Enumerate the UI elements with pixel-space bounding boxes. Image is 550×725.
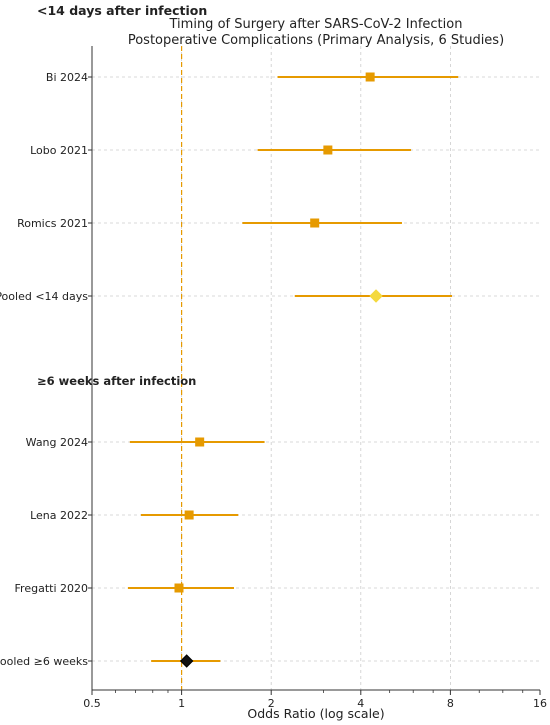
row-label: Bi 2024 xyxy=(46,71,88,84)
chart-title-line1: Timing of Surgery after SARS-CoV-2 Infec… xyxy=(169,17,463,32)
row-label: Romics 2021 xyxy=(17,217,88,230)
group-heading-ge6: ≥6 weeks after infection xyxy=(37,374,196,388)
study-estimate-square xyxy=(365,72,375,82)
row-label: Wang 2024 xyxy=(26,436,88,449)
study-estimate-square xyxy=(174,583,184,593)
row-label: Lena 2022 xyxy=(30,509,88,522)
chart-title-line2: Postoperative Complications (Primary Ana… xyxy=(128,33,504,48)
study-estimate-square xyxy=(323,145,333,155)
row-label: Fregatti 2020 xyxy=(15,582,88,595)
study-estimate-square xyxy=(195,437,205,447)
x-tick-label: 16 xyxy=(533,697,547,710)
row-label: Pooled <14 days xyxy=(0,290,88,303)
x-tick-label: 1 xyxy=(178,697,185,710)
pooled-estimate-diamond xyxy=(179,654,194,668)
axes: 0.5 1 2 4 8 16 xyxy=(83,46,547,710)
x-tick-label: 0.5 xyxy=(83,697,101,710)
group-heading-lt14: <14 days after infection xyxy=(37,3,207,18)
x-tick-label: 4 xyxy=(357,697,364,710)
row-labels: Bi 2024 Lobo 2021 Romics 2021 Pooled <14 da… xyxy=(0,71,88,668)
x-tick-label: 8 xyxy=(447,697,454,710)
study-estimate-square xyxy=(184,510,194,520)
grid-lines xyxy=(92,46,540,690)
x-axis-label: Odds Ratio (log scale) xyxy=(247,706,384,721)
row-label: Lobo 2021 xyxy=(30,144,88,157)
pooled-estimate-diamond xyxy=(369,289,383,303)
x-tick-label: 2 xyxy=(268,697,275,710)
study-estimate-square xyxy=(310,218,320,228)
row-label: Pooled ≥6 weeks xyxy=(0,655,88,668)
data-marks xyxy=(127,72,459,668)
